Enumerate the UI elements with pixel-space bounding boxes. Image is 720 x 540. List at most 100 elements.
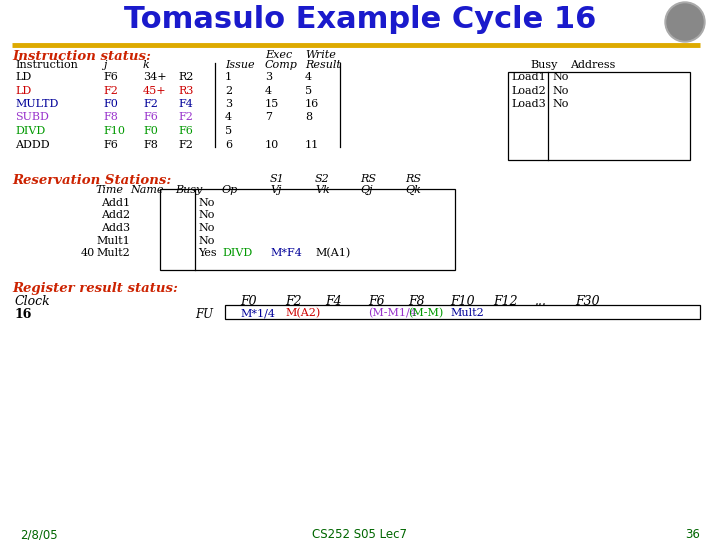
Text: Add2: Add2 (101, 211, 130, 220)
Text: No: No (552, 99, 568, 109)
Text: F6: F6 (103, 139, 118, 150)
Text: F2: F2 (178, 139, 193, 150)
Text: 3: 3 (265, 72, 272, 82)
Text: Write: Write (305, 50, 336, 60)
Text: LD: LD (15, 85, 31, 96)
Text: 2/8/05: 2/8/05 (20, 528, 58, 540)
Text: No: No (198, 198, 215, 208)
Text: F4: F4 (178, 99, 193, 109)
Text: Instruction status:: Instruction status: (12, 50, 151, 63)
Text: 36: 36 (685, 528, 700, 540)
Text: 34+: 34+ (143, 72, 166, 82)
Text: No: No (552, 85, 568, 96)
Text: F8: F8 (103, 112, 118, 123)
Text: Issue: Issue (225, 60, 255, 70)
Text: F30: F30 (575, 295, 600, 308)
Text: Load1: Load1 (511, 72, 546, 82)
Text: Tomasulo Example Cycle 16: Tomasulo Example Cycle 16 (124, 5, 596, 34)
Text: k: k (143, 60, 150, 70)
Text: F8: F8 (143, 139, 158, 150)
Text: 10: 10 (265, 139, 279, 150)
Text: F6: F6 (368, 295, 384, 308)
Text: Load3: Load3 (511, 99, 546, 109)
Bar (508, 72, 690, 160)
Text: F6: F6 (143, 112, 158, 123)
Text: S2: S2 (315, 174, 330, 184)
Text: No: No (198, 235, 215, 246)
Text: R3: R3 (178, 85, 194, 96)
Text: F0: F0 (240, 295, 256, 308)
Text: F0: F0 (103, 99, 118, 109)
Text: M*1/4: M*1/4 (240, 308, 275, 318)
Text: DIVD: DIVD (222, 248, 252, 258)
Text: Instruction: Instruction (15, 60, 78, 70)
Circle shape (667, 4, 703, 40)
Text: F12: F12 (493, 295, 518, 308)
Text: Clock: Clock (15, 295, 50, 308)
Text: F2: F2 (143, 99, 158, 109)
Text: No: No (552, 72, 568, 82)
Text: S1: S1 (270, 174, 284, 184)
Text: Mult1: Mult1 (96, 235, 130, 246)
Text: 8: 8 (305, 112, 312, 123)
Text: 11: 11 (305, 139, 319, 150)
Text: Address: Address (570, 60, 616, 70)
Text: LD: LD (15, 72, 31, 82)
Text: Add3: Add3 (101, 223, 130, 233)
Text: F10: F10 (450, 295, 474, 308)
Text: Qk: Qk (405, 185, 421, 195)
Text: No: No (198, 211, 215, 220)
Text: Register result status:: Register result status: (12, 282, 178, 295)
Text: No: No (198, 223, 215, 233)
Text: 2: 2 (225, 85, 232, 96)
Text: DIVD: DIVD (15, 126, 45, 136)
Text: 15: 15 (265, 99, 279, 109)
Text: ...: ... (535, 295, 547, 308)
Text: Busy: Busy (175, 185, 202, 195)
Text: (M-M1/4: (M-M1/4 (368, 308, 417, 318)
Text: 4: 4 (265, 85, 272, 96)
Text: RS: RS (360, 174, 376, 184)
Text: F2: F2 (285, 295, 302, 308)
Text: 45+: 45+ (143, 85, 166, 96)
Text: 16: 16 (305, 99, 319, 109)
Text: CS252 S05 Lec7: CS252 S05 Lec7 (312, 528, 408, 540)
Text: SUBD: SUBD (15, 112, 49, 123)
Text: FU: FU (195, 308, 213, 321)
Text: ADDD: ADDD (15, 139, 50, 150)
Circle shape (665, 2, 705, 42)
Text: 7: 7 (265, 112, 272, 123)
Text: (M-M): (M-M) (408, 308, 444, 318)
Text: Add1: Add1 (101, 198, 130, 208)
Text: Yes: Yes (198, 248, 217, 258)
Text: F2: F2 (103, 85, 118, 96)
Text: MULTD: MULTD (15, 99, 58, 109)
Text: Busy: Busy (530, 60, 557, 70)
Text: j: j (103, 60, 107, 70)
Text: 4: 4 (225, 112, 232, 123)
Text: F2: F2 (178, 112, 193, 123)
Text: 5: 5 (305, 85, 312, 96)
Text: 4: 4 (305, 72, 312, 82)
Text: Comp: Comp (265, 60, 298, 70)
Text: F6: F6 (178, 126, 193, 136)
Text: M*F4: M*F4 (270, 248, 302, 258)
Text: 40: 40 (81, 248, 95, 258)
Text: Vj: Vj (270, 185, 282, 195)
Text: Op: Op (222, 185, 238, 195)
Text: Mult2: Mult2 (450, 308, 484, 318)
Text: M(A2): M(A2) (285, 308, 320, 318)
Text: Vk: Vk (315, 185, 330, 195)
Text: 3: 3 (225, 99, 232, 109)
Text: F4: F4 (325, 295, 341, 308)
Text: Load2: Load2 (511, 85, 546, 96)
Text: M(A1): M(A1) (315, 248, 350, 258)
Text: R2: R2 (178, 72, 194, 82)
Text: Time: Time (95, 185, 123, 195)
Text: 5: 5 (225, 126, 232, 136)
Text: Mult2: Mult2 (96, 248, 130, 258)
Text: Result: Result (305, 60, 341, 70)
Text: Name: Name (130, 185, 163, 195)
Text: 1: 1 (225, 72, 232, 82)
Text: 6: 6 (225, 139, 232, 150)
